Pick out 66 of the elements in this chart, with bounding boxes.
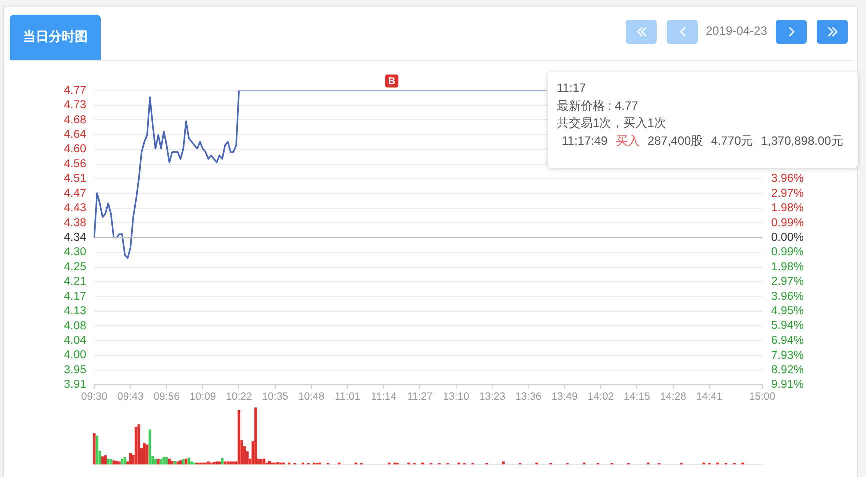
y-tick-label: 4.77	[64, 84, 86, 97]
y-tick-label: 3.95	[64, 364, 86, 376]
chart-subtitle: 2019-04-23	[706, 24, 768, 38]
y-tick-label: 4.73	[64, 100, 86, 112]
y-tick-label: 4.13	[64, 306, 86, 318]
annotation: 买入	[616, 134, 640, 148]
annotation: 4.770元	[711, 134, 754, 148]
y2-tick-label: 0.99%	[771, 246, 804, 259]
y-tick-label: 4.47	[64, 188, 86, 200]
y2-tick-label: 5.94%	[771, 320, 804, 332]
y2-tick-label: 2.97%	[771, 276, 804, 288]
y2-tick-label: 9.91%	[771, 379, 804, 392]
y2-tick-label: 7.93%	[771, 350, 804, 362]
x-tick-label: 10:09	[190, 391, 216, 404]
y-tick-label: 4.04	[64, 335, 88, 348]
y-tick-label: 4.34	[64, 232, 88, 244]
y2-tick-label: 1.98%	[771, 261, 804, 274]
y-tick-label: 4.17	[64, 290, 86, 303]
x-tick-label: 09:43	[118, 391, 144, 404]
x-tick-label: 11:14	[371, 391, 397, 404]
x-tick-label: 15:00	[749, 391, 776, 404]
y-tick-label: 4.60	[64, 144, 86, 156]
y-tick-label: 4.30	[64, 246, 86, 259]
y2-tick-label: 3.96%	[771, 290, 804, 303]
x-tick-label: 14:28	[660, 391, 687, 404]
y-tick-label: 4.64	[64, 129, 88, 142]
y2-tick-label: 0.00%	[771, 232, 804, 244]
y-tick-label: 3.91	[64, 379, 86, 392]
x-tick-label: 09:56	[154, 391, 180, 404]
annotation: 共交易1次，买入1次	[557, 116, 666, 131]
annotation: 1,370,898.00元	[761, 134, 844, 148]
annotation: B	[388, 76, 396, 88]
x-tick-label: 13:49	[552, 391, 578, 404]
x-tick-label: 10:35	[262, 391, 289, 404]
y2-tick-label: 2.97%	[771, 188, 804, 200]
annotation: 最新价格 : 4.77	[557, 98, 638, 114]
x-tick-label: 10:48	[298, 391, 325, 404]
annotation: 11:17	[557, 81, 586, 96]
y2-tick-label: 6.94%	[771, 335, 804, 348]
y-tick-label: 4.21	[64, 276, 86, 288]
x-tick-label: 10:22	[226, 391, 253, 404]
y-tick-label: 4.68	[64, 114, 86, 126]
x-tick-label: 14:15	[624, 391, 650, 404]
x-tick-label: 09:30	[81, 391, 108, 404]
x-tick-label: 13:36	[515, 391, 542, 404]
y-tick-label: 4.00	[64, 350, 86, 362]
x-tick-label: 14:41	[696, 391, 723, 404]
y-tick-label: 4.43	[64, 202, 86, 215]
x-tick-label: 13:23	[479, 391, 506, 404]
annotation: 287,400股	[648, 134, 704, 148]
y-tick-label: 4.08	[64, 320, 86, 332]
annotation: 11:17:49	[562, 134, 608, 148]
y2-tick-label: 1.98%	[771, 202, 804, 215]
y2-tick-label: 4.95%	[771, 306, 804, 318]
y-tick-label: 4.38	[64, 217, 86, 230]
chart-title: 当日分时图	[10, 15, 101, 60]
x-tick-label: 13:10	[443, 391, 470, 404]
x-tick-label: 11:01	[334, 391, 361, 404]
y2-tick-label: 3.96%	[771, 173, 804, 186]
x-tick-label: 11:27	[407, 391, 434, 404]
y-tick-label: 4.51	[64, 173, 86, 186]
y2-tick-label: 8.92%	[771, 364, 804, 376]
x-tick-label: 14:02	[588, 391, 614, 404]
y2-tick-label: 0.99%	[771, 217, 804, 230]
y-tick-label: 4.56	[64, 158, 86, 170]
y-tick-label: 4.25	[64, 261, 86, 274]
